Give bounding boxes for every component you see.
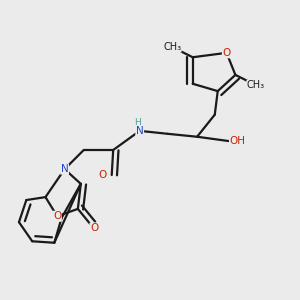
Text: O: O: [53, 211, 61, 221]
Text: O: O: [90, 223, 98, 233]
Text: N: N: [61, 164, 68, 174]
Text: CH₃: CH₃: [163, 42, 181, 52]
Text: N: N: [136, 126, 144, 136]
Text: OH: OH: [230, 136, 245, 146]
Text: O: O: [99, 170, 107, 180]
Text: O: O: [222, 48, 231, 58]
Text: CH₃: CH₃: [247, 80, 265, 90]
Text: H: H: [134, 118, 141, 127]
